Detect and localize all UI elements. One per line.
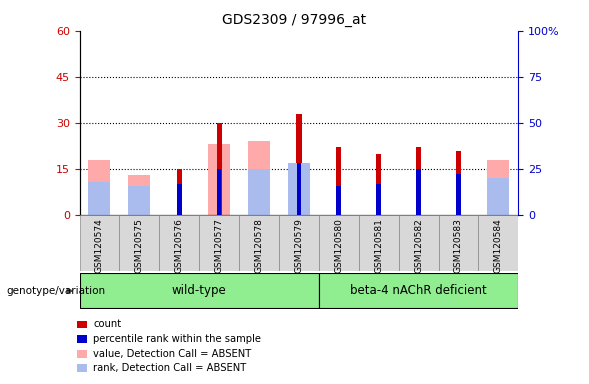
- Bar: [488, 178, 509, 215]
- Text: percentile rank within the sample: percentile rank within the sample: [93, 334, 261, 344]
- Text: GSM120582: GSM120582: [414, 218, 423, 273]
- Bar: [177, 184, 181, 215]
- Bar: [456, 151, 461, 215]
- Bar: [399, 215, 439, 271]
- Bar: [416, 169, 421, 215]
- Text: GSM120576: GSM120576: [175, 218, 184, 273]
- Text: beta-4 nAChR deficient: beta-4 nAChR deficient: [350, 285, 487, 297]
- Bar: [199, 215, 239, 271]
- Bar: [336, 147, 342, 215]
- Text: GSM120578: GSM120578: [254, 218, 263, 273]
- Text: GSM120574: GSM120574: [95, 218, 104, 273]
- Text: GSM120581: GSM120581: [374, 218, 383, 273]
- Bar: [416, 147, 421, 215]
- Text: value, Detection Call = ABSENT: value, Detection Call = ABSENT: [93, 349, 252, 359]
- Text: GSM120584: GSM120584: [494, 218, 503, 273]
- Bar: [488, 160, 509, 215]
- Text: GSM120580: GSM120580: [335, 218, 343, 273]
- Bar: [439, 215, 478, 271]
- Text: GDS2309 / 97996_at: GDS2309 / 97996_at: [223, 13, 366, 27]
- Bar: [217, 123, 221, 215]
- Bar: [177, 169, 182, 215]
- Bar: [217, 169, 221, 215]
- Text: GSM120577: GSM120577: [214, 218, 224, 273]
- Bar: [478, 215, 518, 271]
- Bar: [376, 184, 381, 215]
- Text: genotype/variation: genotype/variation: [6, 286, 105, 296]
- Bar: [248, 141, 270, 215]
- Bar: [279, 215, 319, 271]
- Bar: [159, 215, 199, 271]
- Text: GSM120575: GSM120575: [135, 218, 144, 273]
- Bar: [239, 215, 279, 271]
- Text: wild-type: wild-type: [172, 285, 227, 297]
- Bar: [88, 160, 110, 215]
- Text: rank, Detection Call = ABSENT: rank, Detection Call = ABSENT: [93, 363, 246, 373]
- Bar: [376, 154, 381, 215]
- Bar: [128, 185, 150, 215]
- Bar: [359, 215, 399, 271]
- Bar: [319, 215, 359, 271]
- Bar: [296, 114, 302, 215]
- Bar: [80, 273, 319, 308]
- Bar: [297, 164, 301, 215]
- Text: GSM120583: GSM120583: [454, 218, 463, 273]
- Bar: [208, 144, 230, 215]
- Bar: [128, 175, 150, 215]
- Bar: [319, 273, 518, 308]
- Text: GSM120579: GSM120579: [294, 218, 303, 273]
- Bar: [288, 164, 310, 215]
- Bar: [88, 182, 110, 215]
- Bar: [456, 174, 461, 215]
- Bar: [120, 215, 159, 271]
- Bar: [336, 185, 341, 215]
- Bar: [80, 215, 120, 271]
- Text: count: count: [93, 319, 121, 329]
- Bar: [248, 169, 270, 215]
